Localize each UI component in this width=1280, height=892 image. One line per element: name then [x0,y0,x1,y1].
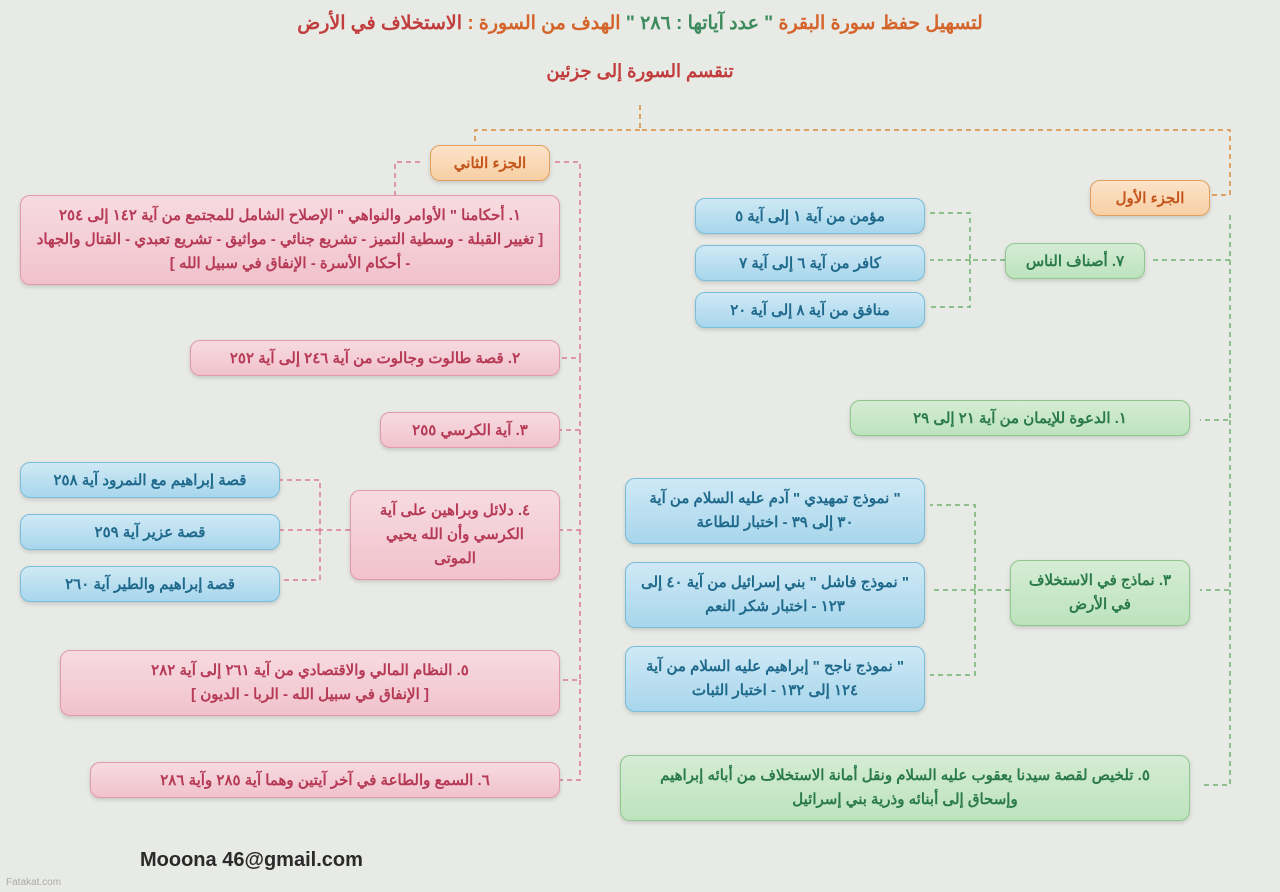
dawa-box: ١. الدعوة للإيمان من آية ٢١ إلى ٢٩ [850,400,1190,436]
kafir-box: كافر من آية ٦ إلى آية ٧ [695,245,925,281]
sama-box: ٦. السمع والطاعة في آخر آيتين وهما آية ٢… [90,762,560,798]
mumin-box: مؤمن من آية ١ إلى آية ٥ [695,198,925,234]
title-part1: لتسهيل حفظ سورة البقرة [778,13,982,34]
part1-label: الجزء الأول [1090,180,1210,216]
dalail-box: ٤. دلائل وبراهين على آية الكرسي وأن الله… [350,490,560,580]
munafiq-box: منافق من آية ٨ إلى آية ٢٠ [695,292,925,328]
page-title: لتسهيل حفظ سورة البقرة " عدد آياتها : ٢٨… [0,0,1280,43]
talkhis-box: ٥. تلخيص لقصة سيدنا يعقوب عليه السلام ون… [620,755,1190,821]
d1-box: قصة إبراهيم مع النمرود آية ٢٥٨ [20,462,280,498]
d2-box: قصة عزير آية ٢٥٩ [20,514,280,550]
title-part4: الاستخلاف في الأرض [297,13,462,34]
nm3-box: " نموذج ناجح " إبراهيم عليه السلام من آي… [625,646,925,712]
ahkam-box: ١. أحكامنا " الأوامر والنواهي " الإصلاح … [20,195,560,285]
asnaf-label: ٧. أصناف الناس [1005,243,1145,279]
nm1-box: " نموذج تمهيدي " آدم عليه السلام من آية … [625,478,925,544]
kursi-box: ٣. آية الكرسي ٢٥٥ [380,412,560,448]
namadj-label: ٣. نماذج في الاستخلاف في الأرض [1010,560,1190,626]
part2-label: الجزء الثاني [430,145,550,181]
talut-box: ٢. قصة طالوت وجالوت من آية ٢٤٦ إلى آية ٢… [190,340,560,376]
title-part3: الهدف من السورة : [467,13,620,34]
nm2-box: " نموذج فاشل " بني إسرائيل من آية ٤٠ إلى… [625,562,925,628]
watermark: Fatakat.com [6,877,61,888]
title-part2: " عدد آياتها : ٢٨٦ " [626,13,773,34]
subtitle: تنقسم السورة إلى جزئين [0,61,1280,82]
nizam-box: ٥. النظام المالي والاقتصادي من آية ٢٦١ إ… [60,650,560,716]
footer-email: Mooona 46@gmail.com [140,849,363,872]
d3-box: قصة إبراهيم والطير آية ٢٦٠ [20,566,280,602]
